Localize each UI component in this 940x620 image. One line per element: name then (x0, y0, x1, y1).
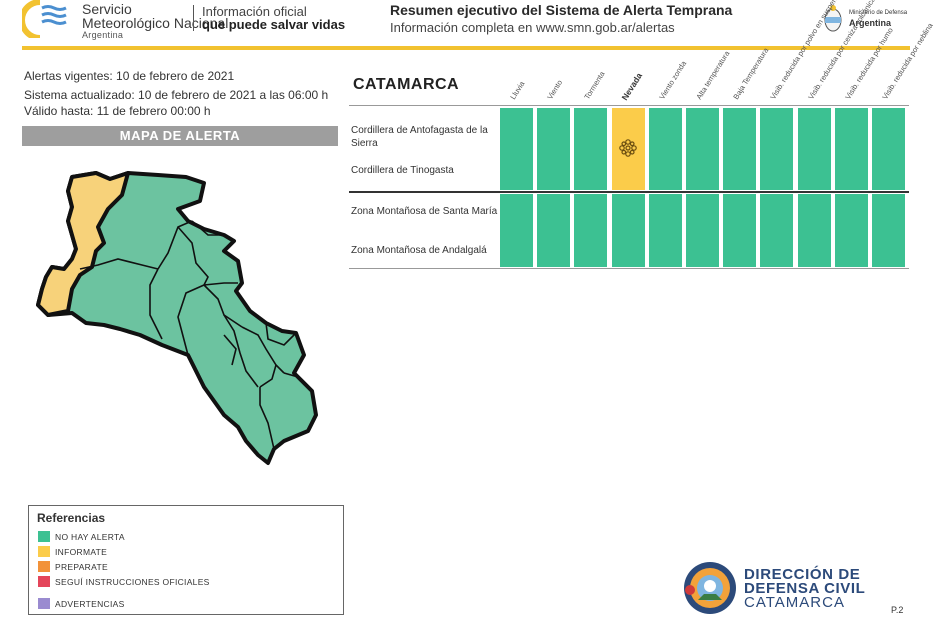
legend-swatch (38, 546, 50, 557)
system-updated-date: Sistema actualizado: 10 de febrero de 20… (24, 88, 329, 102)
alert-cell (797, 108, 831, 190)
legend-box (28, 505, 344, 615)
legend-title: Referencias (37, 511, 106, 525)
legend-swatch (38, 576, 50, 587)
alert-cell (574, 108, 608, 190)
alert-cell (760, 108, 794, 190)
alert-cell (537, 108, 571, 190)
column-header: Tormenta (582, 69, 607, 101)
summary-subtitle: Información completa en www.smn.gob.ar/a… (390, 20, 675, 35)
alert-cell (872, 194, 905, 267)
org-country: Argentina (82, 30, 124, 40)
tagline-line2: que puede salvar vidas (202, 17, 346, 32)
defensa-civil-line3: CATAMARCA (744, 594, 845, 611)
legend-swatch (38, 561, 50, 572)
alert-cell (686, 194, 719, 267)
legend-swatch (38, 531, 50, 542)
alert-cell (723, 108, 757, 190)
defensa-civil-line1: DIRECCIÓN DE (744, 566, 861, 583)
org-name-line2: Meteorológico Nacional (82, 15, 229, 31)
tagline-line1: Información oficial (202, 4, 307, 19)
alert-cell (500, 194, 533, 267)
column-header: Baja Temperatura (731, 46, 771, 101)
zone-label-andalgala: Zona Montañosa de Andalgalá (351, 245, 487, 256)
ministry-name: Ministerio de Defensa (849, 10, 908, 16)
alert-cell (686, 108, 719, 190)
zone-label-antofagasta: Cordillera de Antofagasta de la Sierra (351, 125, 488, 149)
summary-title: Resumen ejecutivo del Sistema de Alerta … (390, 2, 733, 18)
legend-label: ADVERTENCIAS (55, 599, 125, 609)
map-title: MAPA DE ALERTA (119, 128, 241, 143)
alert-cell (797, 194, 831, 267)
valid-until-date: Válido hasta: 11 de febrero 00:00 h (24, 104, 211, 118)
ministry-country: Argentina (849, 18, 892, 28)
alert-cell (611, 108, 645, 190)
argentina-shield-icon (824, 5, 842, 32)
column-header: Viento (545, 78, 565, 101)
legend-label: SEGUÍ INSTRUCCIONES OFICIALES (55, 577, 210, 587)
table-top-line (349, 105, 909, 106)
table-bottom-line (349, 268, 909, 269)
alert-cell (834, 108, 868, 190)
org-name-line1: Servicio (82, 1, 132, 17)
legend-swatch (38, 598, 50, 609)
province-name: CATAMARCA (353, 76, 460, 93)
alert-cell (537, 194, 571, 267)
snowflake-icon (619, 139, 637, 157)
table-group-divider (349, 191, 909, 193)
zone-label-santa-maria: Zona Montañosa de Santa María (351, 206, 498, 217)
alert-cell (611, 194, 645, 267)
alert-cell (574, 194, 608, 267)
header-divider (193, 5, 194, 31)
alert-cell (500, 108, 533, 190)
alert-cell (648, 108, 682, 190)
alert-cell (760, 194, 794, 267)
map-department-borders (79, 220, 313, 450)
column-header: Nevada (619, 71, 644, 102)
legend-label: NO HAY ALERTA (55, 532, 125, 542)
defensa-civil-line2: DEFENSA CIVIL (744, 580, 866, 597)
column-header: Lluvia (508, 79, 527, 101)
defensa-civil-seal-icon (684, 562, 736, 614)
zone-label-tinogasta: Cordillera de Tinogasta (351, 165, 454, 176)
page-number: P.2 (891, 605, 904, 615)
map-region-yellow (36, 171, 130, 317)
alert-map (36, 171, 318, 465)
alert-cell (834, 194, 868, 267)
header-rule (22, 46, 910, 50)
legend-label: INFORMATE (55, 547, 108, 557)
legend-label: PREPARATE (55, 562, 108, 572)
column-header: Viento zonda (657, 59, 688, 101)
map-title-bar: MAPA DE ALERTA (22, 126, 338, 146)
alert-cell (648, 194, 682, 267)
alert-cell (872, 108, 905, 190)
smn-logo-icon (22, 0, 67, 38)
column-header: Alta temperatura (694, 49, 732, 101)
alert-cell (723, 194, 757, 267)
alerts-valid-date: Alertas vigentes: 10 de febrero de 2021 (24, 69, 235, 83)
